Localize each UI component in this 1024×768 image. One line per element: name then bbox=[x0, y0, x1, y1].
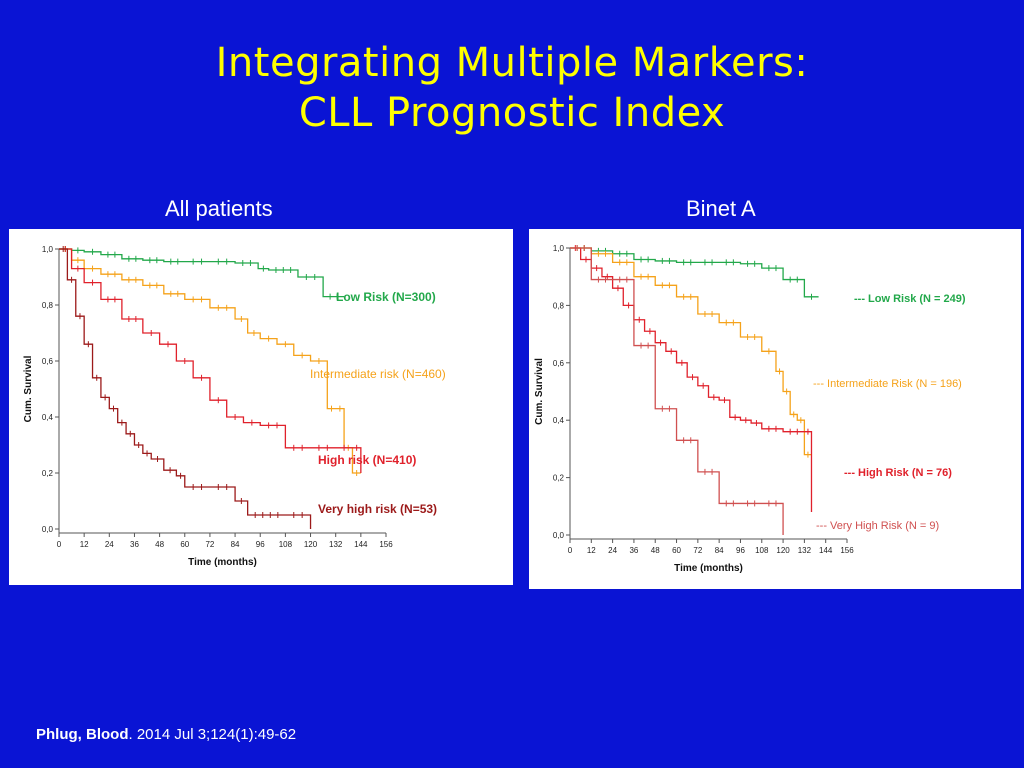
y-tick-label: 0,8 bbox=[42, 301, 54, 310]
series-line-2 bbox=[59, 248, 362, 473]
series-label-3: Very high risk (N=53) bbox=[318, 502, 437, 516]
y-axis-label: Cum. Survival bbox=[534, 358, 545, 425]
x-tick-label: 144 bbox=[354, 540, 368, 549]
x-tick-label: 132 bbox=[329, 540, 343, 549]
x-tick-label: 84 bbox=[231, 540, 240, 549]
x-tick-label: 96 bbox=[736, 546, 745, 555]
x-tick-label: 48 bbox=[651, 546, 660, 555]
x-tick-label: 156 bbox=[379, 540, 393, 549]
x-tick-label: 12 bbox=[587, 546, 596, 555]
left-panel-title: All patients bbox=[165, 196, 273, 221]
series-line-0 bbox=[59, 248, 345, 298]
series-label-2: --- High Risk (N = 76) bbox=[844, 467, 952, 479]
series-line-3 bbox=[59, 248, 312, 529]
left-survival-chart: 0,0 0,2 0,4 0,6 0,8 1,0 0 12 24 36 48 60 72 84 96 108 12… bbox=[23, 245, 446, 568]
x-tick-label: 60 bbox=[672, 546, 681, 555]
x-tick-label: 72 bbox=[693, 546, 702, 555]
citation-source: Phlug, Blood bbox=[36, 726, 129, 743]
y-tick-label: 1,0 bbox=[553, 244, 565, 253]
slide-title-line-2: CLL Prognostic Index bbox=[298, 90, 726, 136]
x-axis-label: Time (months) bbox=[188, 557, 257, 568]
series-label-0: Low Risk (N=300) bbox=[336, 290, 436, 304]
series-line-0 bbox=[570, 247, 819, 298]
x-tick-label: 60 bbox=[180, 540, 189, 549]
x-tick-label: 96 bbox=[256, 540, 265, 549]
x-tick-label: 36 bbox=[130, 540, 139, 549]
citation: Phlug, Blood. 2014 Jul 3;124(1):49-62 bbox=[36, 726, 296, 743]
series-line-3 bbox=[570, 247, 784, 535]
x-tick-label: 0 bbox=[57, 540, 62, 549]
x-tick-label: 24 bbox=[105, 540, 114, 549]
x-tick-label: 24 bbox=[608, 546, 617, 555]
y-tick-label: 0,2 bbox=[42, 469, 54, 478]
right-survival-chart: 0,0 0,2 0,4 0,6 0,8 1,0 0 12 24 36 48 60 72 84 96 108 12… bbox=[534, 244, 966, 574]
x-tick-label: 132 bbox=[798, 546, 812, 555]
x-tick-label: 108 bbox=[755, 546, 769, 555]
x-tick-label: 156 bbox=[840, 546, 854, 555]
y-tick-label: 0,0 bbox=[42, 525, 54, 534]
series-label-2: High risk (N=410) bbox=[318, 453, 416, 467]
series-label-1: --- Intermediate Risk (N = 196) bbox=[813, 378, 962, 390]
y-tick-label: 0,4 bbox=[553, 416, 565, 425]
right-panel-title: Binet A bbox=[686, 196, 756, 221]
right-chart-panel: 0,0 0,2 0,4 0,6 0,8 1,0 0 12 24 36 48 60 72 84 96 108 12… bbox=[529, 229, 1021, 589]
y-tick-label: 0,4 bbox=[42, 413, 54, 422]
y-tick-label: 0,6 bbox=[553, 359, 565, 368]
x-tick-label: 84 bbox=[715, 546, 724, 555]
y-tick-label: 1,0 bbox=[42, 245, 54, 254]
series-line-1 bbox=[59, 248, 361, 474]
y-tick-label: 0,2 bbox=[553, 474, 565, 483]
y-tick-label: 0,6 bbox=[42, 357, 54, 366]
slide-title-line-1: Integrating Multiple Markers: bbox=[215, 40, 809, 86]
citation-details: . 2014 Jul 3;124(1):49-62 bbox=[128, 726, 297, 743]
series-label-0: --- Low Risk (N = 249) bbox=[854, 293, 966, 305]
y-axis-label: Cum. Survival bbox=[23, 355, 34, 422]
x-tick-label: 120 bbox=[776, 546, 790, 555]
x-tick-label: 48 bbox=[155, 540, 164, 549]
x-tick-label: 0 bbox=[568, 546, 573, 555]
series-line-2 bbox=[570, 247, 813, 513]
series-label-1: Intermediate risk (N=460) bbox=[310, 367, 446, 381]
series-label-3: --- Very High Risk (N = 9) bbox=[816, 520, 939, 532]
slide-title: Integrating Multiple Markers: CLL Progno… bbox=[0, 38, 1024, 138]
x-tick-label: 12 bbox=[80, 540, 89, 549]
y-tick-label: 0,8 bbox=[553, 301, 565, 310]
x-tick-label: 36 bbox=[629, 546, 638, 555]
x-axis-label: Time (months) bbox=[674, 563, 743, 574]
x-tick-label: 120 bbox=[304, 540, 318, 549]
x-tick-label: 108 bbox=[279, 540, 293, 549]
y-tick-label: 0,0 bbox=[553, 531, 565, 540]
x-tick-label: 72 bbox=[205, 540, 214, 549]
left-chart-panel: 0,0 0,2 0,4 0,6 0,8 1,0 0 12 24 36 48 60 72 84 96 108 12… bbox=[9, 229, 513, 585]
x-tick-label: 144 bbox=[819, 546, 833, 555]
series-line-1 bbox=[570, 247, 812, 456]
